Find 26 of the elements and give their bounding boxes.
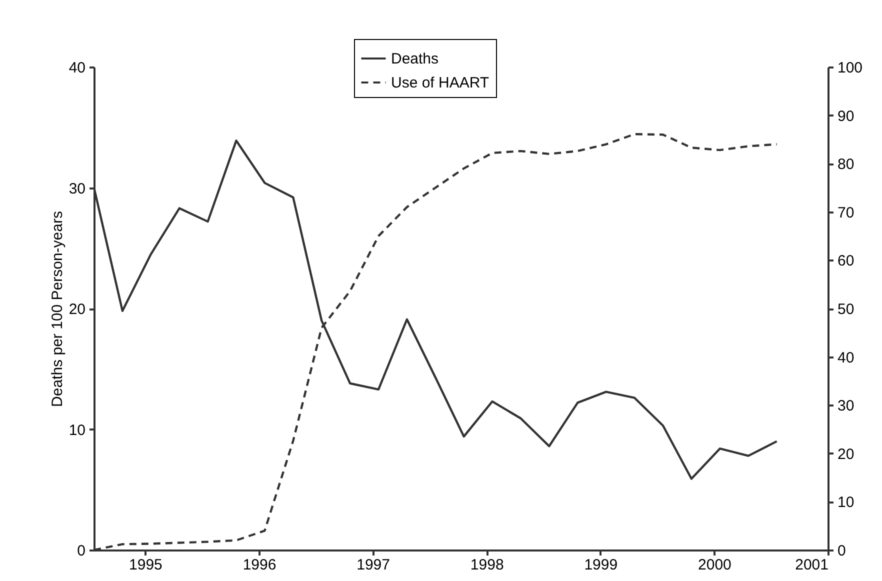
y2-tick-label: 0: [838, 542, 846, 560]
y-tick-label: 10: [68, 422, 86, 439]
y-tick-label: 20: [68, 301, 86, 318]
legend-label: Use of HAART: [391, 74, 490, 92]
legend-label: Deaths: [391, 50, 439, 68]
y2-tick-label: 70: [838, 204, 854, 222]
y-tick-label: 0: [77, 542, 86, 560]
y2-tick-label: 10: [838, 494, 854, 512]
x-tick-label: 2001: [795, 556, 828, 574]
x-tick-label: 1999: [584, 556, 618, 574]
y2-tick-label: 50: [838, 301, 854, 318]
y-tick-label: 30: [68, 180, 86, 198]
y2-tick-label: 100: [838, 60, 863, 76]
x-tick-label: 1998: [470, 556, 504, 574]
y2-tick-label: 60: [838, 252, 854, 270]
y2-tick-label: 30: [838, 398, 854, 415]
x-tick-label: 1996: [242, 556, 276, 574]
y-axis-title: Deaths per 100 Person-years: [48, 211, 66, 407]
y2-tick-label: 20: [838, 446, 854, 463]
y-tick-label: 40: [68, 60, 86, 76]
y2-tick-label: 40: [838, 349, 854, 366]
y2-tick-label: 90: [838, 108, 854, 125]
y2-tick-label: 80: [838, 156, 854, 174]
x-tick-label: 1995: [129, 556, 162, 574]
x-tick-label: 2000: [698, 556, 732, 574]
x-tick-label: 1997: [356, 556, 390, 574]
